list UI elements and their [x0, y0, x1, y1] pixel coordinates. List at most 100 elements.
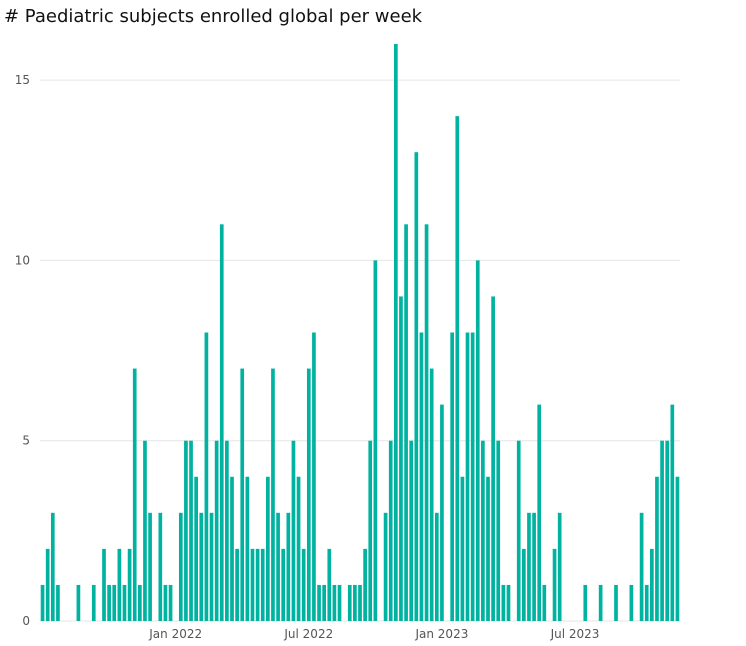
bar — [455, 116, 460, 621]
bar — [214, 440, 219, 621]
bar — [332, 584, 337, 621]
bar — [675, 476, 680, 621]
bar — [521, 548, 526, 621]
bar — [532, 512, 536, 621]
bar — [506, 584, 511, 621]
bar — [291, 440, 296, 621]
bar — [245, 476, 250, 621]
bar — [40, 584, 45, 621]
bar — [184, 440, 188, 621]
bar — [465, 332, 470, 621]
bar — [383, 512, 388, 621]
bar — [265, 476, 270, 621]
bar — [470, 332, 475, 621]
bar — [353, 584, 357, 621]
bar — [199, 512, 204, 621]
bar — [516, 440, 521, 621]
bar — [286, 512, 291, 621]
bar — [168, 584, 173, 621]
bar — [209, 512, 214, 621]
bars — [40, 44, 680, 621]
bar — [112, 584, 117, 621]
bar — [537, 404, 542, 621]
bar — [388, 440, 393, 621]
bar — [414, 152, 419, 621]
bar — [235, 548, 239, 621]
bar — [496, 440, 501, 621]
bar — [649, 548, 654, 621]
bar — [230, 476, 234, 621]
bar — [45, 548, 50, 621]
y-tick-label: 10 — [15, 253, 30, 267]
bar — [409, 440, 414, 621]
bar — [271, 368, 275, 621]
bar — [306, 368, 311, 621]
bar — [317, 584, 321, 621]
y-axis: 0 5 10 15 — [15, 73, 30, 628]
bar — [660, 440, 664, 621]
bar — [629, 584, 634, 621]
bar — [260, 548, 265, 621]
bar — [399, 296, 403, 621]
bar — [373, 260, 378, 621]
bar — [204, 332, 209, 621]
bar — [102, 548, 106, 621]
bar — [501, 584, 506, 621]
x-tick-label: Jul 2023 — [550, 627, 600, 641]
bar — [583, 584, 588, 621]
bar — [296, 476, 301, 621]
bar — [132, 368, 137, 621]
bar — [76, 584, 81, 621]
bar — [655, 476, 659, 621]
bar — [137, 584, 142, 621]
bar — [322, 584, 327, 621]
bar — [117, 548, 122, 621]
bar — [219, 224, 224, 621]
bar — [250, 548, 255, 621]
bar — [557, 512, 562, 621]
bar — [91, 584, 96, 621]
bar — [225, 440, 229, 621]
bar — [50, 512, 55, 621]
bar — [440, 404, 444, 621]
bar — [665, 440, 670, 621]
x-axis: Jan 2022 Jul 2022 Jan 2023 Jul 2023 — [148, 627, 599, 641]
x-tick-label: Jan 2023 — [414, 627, 468, 641]
bar — [122, 584, 127, 621]
bar — [481, 440, 485, 621]
bar — [148, 512, 152, 621]
bar — [347, 584, 352, 621]
bar — [552, 548, 557, 621]
bar — [194, 476, 199, 621]
bar — [434, 512, 439, 621]
bar — [598, 584, 603, 621]
bar — [491, 296, 495, 621]
bar — [393, 44, 398, 621]
bar — [143, 440, 147, 621]
bar — [178, 512, 183, 621]
bar — [276, 512, 280, 621]
bar — [240, 368, 245, 621]
bar — [337, 584, 342, 621]
bar — [163, 584, 168, 621]
bar — [56, 584, 60, 621]
y-tick-label: 5 — [22, 434, 30, 448]
bar — [614, 584, 618, 621]
bar — [363, 548, 367, 621]
bar — [424, 224, 429, 621]
x-tick-label: Jul 2022 — [283, 627, 333, 641]
bar — [486, 476, 490, 621]
bar — [158, 512, 163, 621]
bar — [475, 260, 480, 621]
bar — [419, 332, 424, 621]
bar — [639, 512, 644, 621]
bar — [644, 584, 649, 621]
bar — [358, 584, 362, 621]
bar — [189, 440, 193, 621]
bar — [327, 548, 332, 621]
bar — [281, 548, 286, 621]
x-tick-label: Jan 2022 — [148, 627, 202, 641]
bar — [460, 476, 465, 621]
bar — [368, 440, 373, 621]
